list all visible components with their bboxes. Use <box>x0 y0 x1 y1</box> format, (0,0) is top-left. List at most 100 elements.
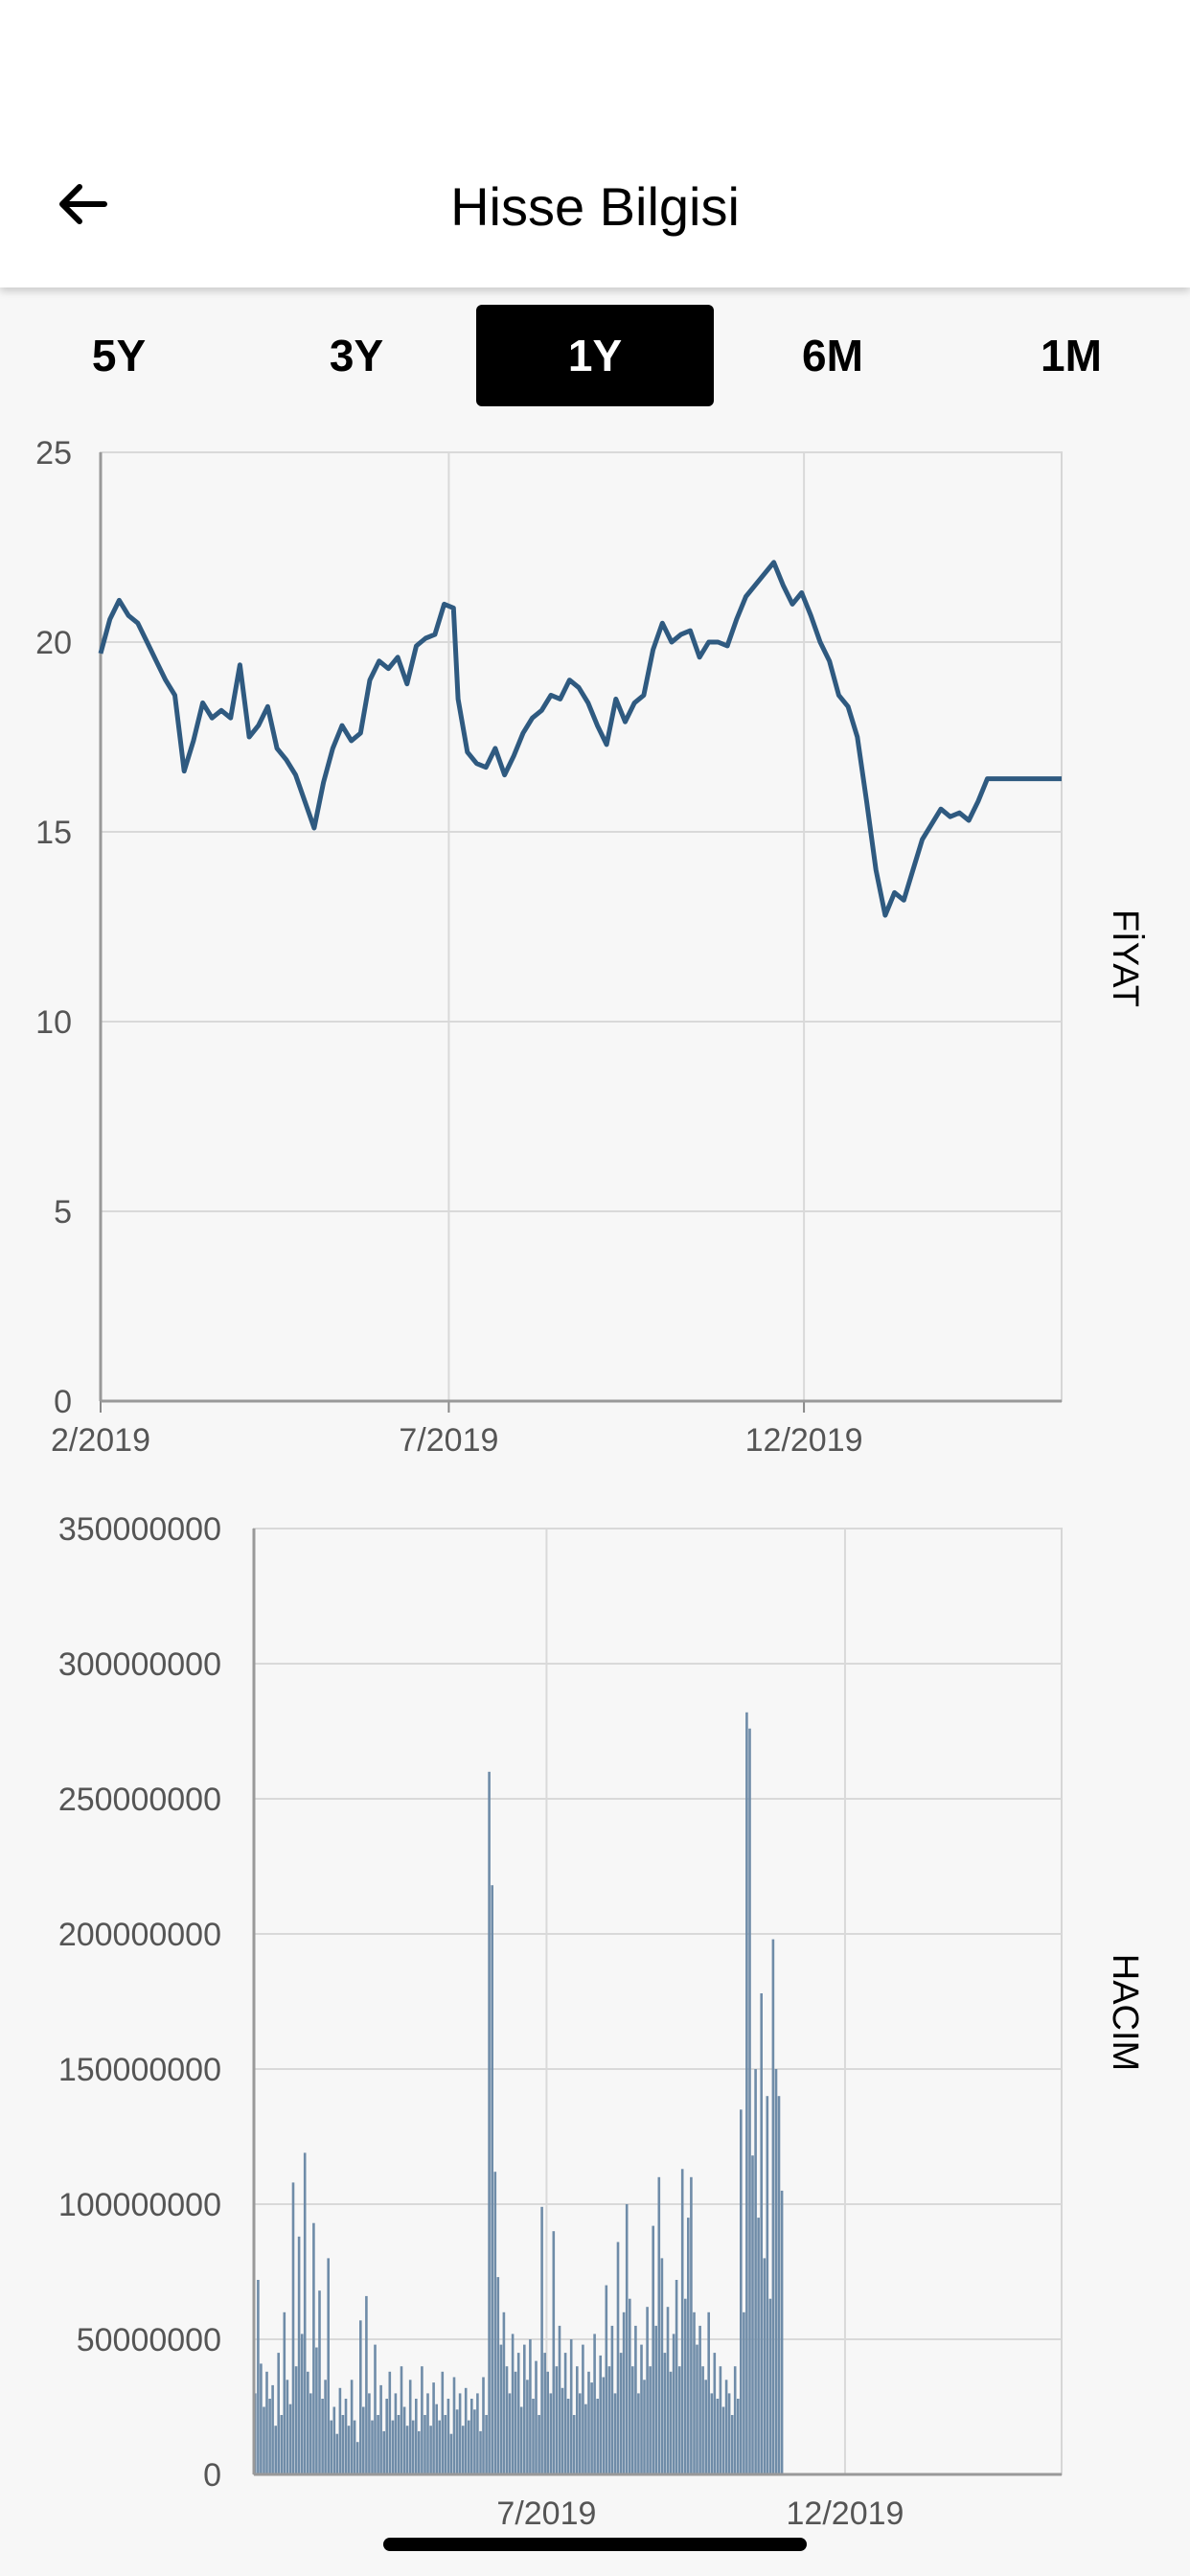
volume-bar <box>508 2393 512 2474</box>
volume-bar <box>330 2420 332 2474</box>
volume-bar <box>610 2325 614 2474</box>
volume-bar <box>418 2430 421 2474</box>
x-tick-label: 12/2019 <box>787 2496 904 2532</box>
volume-bar <box>496 2277 500 2474</box>
volume-bar <box>415 2399 418 2474</box>
volume-bar <box>727 2393 731 2474</box>
volume-bar <box>432 2382 435 2474</box>
volume-bar <box>698 2325 701 2474</box>
volume-bar <box>493 2172 497 2474</box>
volume-bar <box>257 2280 260 2474</box>
volume-bar <box>637 2393 640 2474</box>
volume-bar <box>435 2404 438 2474</box>
page-title: Hisse Bilgisi <box>450 176 740 237</box>
volume-bar <box>546 2371 549 2474</box>
tab-1m[interactable]: 1M <box>1041 331 1102 380</box>
volume-bar <box>532 2399 535 2474</box>
volume-bar <box>566 2399 570 2474</box>
y-tick-label: 350000000 <box>58 1511 221 1548</box>
volume-bar <box>511 2334 515 2474</box>
y-tick-label: 0 <box>54 1384 72 1420</box>
volume-bar <box>760 1993 763 2474</box>
y-axis-title: FİYAT <box>1105 909 1146 1007</box>
volume-bar <box>710 2393 714 2474</box>
volume-bar <box>288 2404 292 2474</box>
volume-bar <box>690 2176 693 2474</box>
volume-bar <box>464 2387 468 2474</box>
volume-bar <box>421 2366 423 2474</box>
volume-bar <box>318 2290 321 2474</box>
volume-bar <box>315 2347 318 2474</box>
volume-bar <box>368 2393 371 2474</box>
volume-bar <box>631 2366 634 2474</box>
volume-bar <box>335 2433 339 2474</box>
volume-bar <box>362 2406 365 2474</box>
volume-bar <box>579 2393 582 2474</box>
volume-bar <box>675 2280 678 2474</box>
volume-bar <box>649 2366 652 2474</box>
volume-bar <box>748 1728 751 2474</box>
volume-bar <box>745 1712 748 2474</box>
volume-bar <box>558 2325 561 2474</box>
volume-bar <box>374 2344 377 2474</box>
volume-bar <box>359 2320 362 2474</box>
volume-bar <box>274 2426 277 2474</box>
volume-bar <box>458 2393 462 2474</box>
y-tick-label: 0 <box>203 2457 221 2494</box>
home-indicator <box>383 2538 807 2551</box>
volume-bar <box>582 2344 584 2474</box>
volume-bar <box>634 2325 637 2474</box>
volume-bar <box>461 2426 465 2474</box>
volume-bar <box>397 2415 400 2474</box>
volume-bar <box>371 2420 374 2474</box>
volume-bar <box>555 2366 559 2474</box>
volume-bar <box>733 2366 737 2474</box>
volume-bar <box>411 2420 415 2474</box>
tab-6m[interactable]: 6M <box>802 331 863 380</box>
volume-bar <box>468 2420 470 2474</box>
volume-bar <box>260 2363 263 2474</box>
volume-bar <box>499 2344 503 2474</box>
volume-bar <box>391 2420 395 2474</box>
volume-bar <box>473 2409 476 2474</box>
volume-bar <box>563 2353 567 2474</box>
volume-bar <box>596 2399 599 2474</box>
volume-bar <box>449 2433 453 2474</box>
volume-bar <box>657 2176 661 2474</box>
volume-bar <box>271 2384 274 2474</box>
x-tick-label: 12/2019 <box>745 1422 863 1459</box>
y-tick-label: 150000000 <box>58 2052 221 2088</box>
volume-bar <box>646 2307 649 2474</box>
volume-bar <box>332 2406 336 2474</box>
volume-bar <box>338 2387 342 2474</box>
volume-bar <box>385 2399 388 2474</box>
volume-bar <box>780 2190 784 2474</box>
volume-bar <box>408 2380 412 2474</box>
volume-bar <box>519 2406 523 2474</box>
y-tick-label: 200000000 <box>58 1917 221 1953</box>
tab-1y[interactable]: 1Y <box>476 305 714 406</box>
volume-bar <box>324 2380 327 2474</box>
volume-bar <box>743 2312 745 2474</box>
volume-bar <box>629 2298 631 2474</box>
y-tick-label: 250000000 <box>58 1782 221 1818</box>
volume-bar <box>429 2426 432 2474</box>
volume-bar <box>622 2312 626 2474</box>
volume-bar <box>405 2426 409 2474</box>
volume-bar <box>535 2360 538 2474</box>
tab-5y[interactable]: 5Y <box>91 331 147 380</box>
volume-bar <box>561 2387 564 2474</box>
volume-bar <box>693 2312 696 2474</box>
volume-bar <box>300 2334 304 2474</box>
tab-3y[interactable]: 3Y <box>329 331 384 380</box>
volume-bar <box>485 2415 488 2474</box>
volume-bar <box>713 2353 717 2474</box>
volume-bar <box>737 2399 740 2474</box>
volume-bar <box>751 2155 754 2474</box>
back-button[interactable] <box>48 171 115 238</box>
volume-bar <box>379 2384 382 2474</box>
volume-bar <box>607 2366 611 2474</box>
volume-bar <box>576 2366 579 2474</box>
volume-bar <box>654 2325 657 2474</box>
volume-bar <box>402 2406 406 2474</box>
